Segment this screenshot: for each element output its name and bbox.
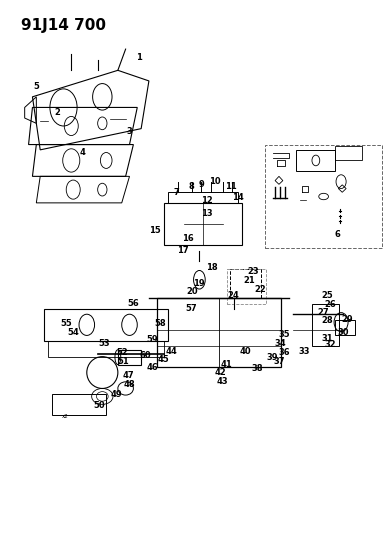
Text: 5: 5 (33, 82, 39, 91)
Text: 3: 3 (127, 127, 133, 136)
Text: 50: 50 (94, 401, 106, 410)
Text: 20: 20 (187, 287, 198, 296)
Text: 47: 47 (123, 370, 135, 379)
Text: 30: 30 (337, 328, 349, 337)
Text: 46: 46 (147, 363, 159, 372)
Text: 16: 16 (182, 234, 194, 243)
Text: 9: 9 (199, 180, 204, 189)
Text: 7: 7 (173, 188, 179, 197)
Text: 39: 39 (267, 353, 278, 362)
Text: 48: 48 (124, 379, 135, 389)
Text: 6: 6 (334, 230, 340, 239)
Text: 56: 56 (127, 299, 139, 308)
Text: 24: 24 (228, 291, 239, 300)
Text: x2: x2 (61, 414, 68, 418)
Text: 25: 25 (322, 291, 334, 300)
Text: 27: 27 (318, 308, 330, 317)
Text: 28: 28 (322, 316, 333, 325)
Text: 19: 19 (193, 279, 204, 288)
Text: 21: 21 (243, 276, 255, 285)
Text: 14: 14 (232, 193, 244, 202)
Text: 22: 22 (255, 285, 267, 294)
Text: 57: 57 (185, 304, 197, 313)
Text: 10: 10 (209, 177, 221, 186)
Text: 59: 59 (146, 335, 158, 344)
Text: 55: 55 (61, 319, 72, 328)
Bar (265, 144, 382, 248)
Bar (118, 350, 141, 365)
Text: 29: 29 (341, 315, 353, 324)
Text: 52: 52 (116, 348, 127, 357)
Bar (230, 269, 262, 298)
Text: 15: 15 (149, 226, 161, 235)
Text: 54: 54 (67, 328, 79, 337)
Text: 23: 23 (247, 268, 259, 276)
Text: 2: 2 (55, 108, 61, 117)
Text: 44: 44 (165, 347, 177, 356)
Text: 43: 43 (216, 377, 228, 386)
Text: 49: 49 (110, 390, 122, 399)
Text: 31: 31 (322, 334, 333, 343)
Text: 4: 4 (80, 148, 86, 157)
Text: 38: 38 (251, 364, 263, 373)
Text: 42: 42 (215, 368, 227, 377)
Text: 58: 58 (154, 319, 166, 328)
Text: 33: 33 (298, 347, 310, 356)
Text: 26: 26 (325, 300, 337, 309)
Text: 32: 32 (325, 341, 336, 350)
Text: 18: 18 (206, 263, 218, 272)
Text: 60: 60 (139, 351, 151, 360)
Text: 91J14 700: 91J14 700 (21, 18, 106, 34)
Text: 41: 41 (221, 360, 232, 369)
Text: 12: 12 (201, 196, 213, 205)
Text: 17: 17 (177, 246, 189, 255)
Bar (52, 394, 106, 415)
Text: 13: 13 (201, 209, 213, 218)
Text: 37: 37 (273, 358, 285, 367)
Text: 45: 45 (158, 355, 170, 364)
Text: 8: 8 (189, 182, 194, 191)
Text: 53: 53 (99, 339, 110, 348)
Text: 34: 34 (274, 339, 286, 348)
Text: 36: 36 (279, 348, 291, 357)
Text: 40: 40 (239, 347, 251, 356)
Bar (335, 146, 362, 160)
Bar (227, 269, 266, 304)
Text: 11: 11 (224, 182, 236, 191)
Text: 51: 51 (118, 358, 129, 367)
Text: 35: 35 (279, 330, 291, 339)
Text: 1: 1 (136, 53, 142, 62)
Bar (296, 150, 335, 171)
